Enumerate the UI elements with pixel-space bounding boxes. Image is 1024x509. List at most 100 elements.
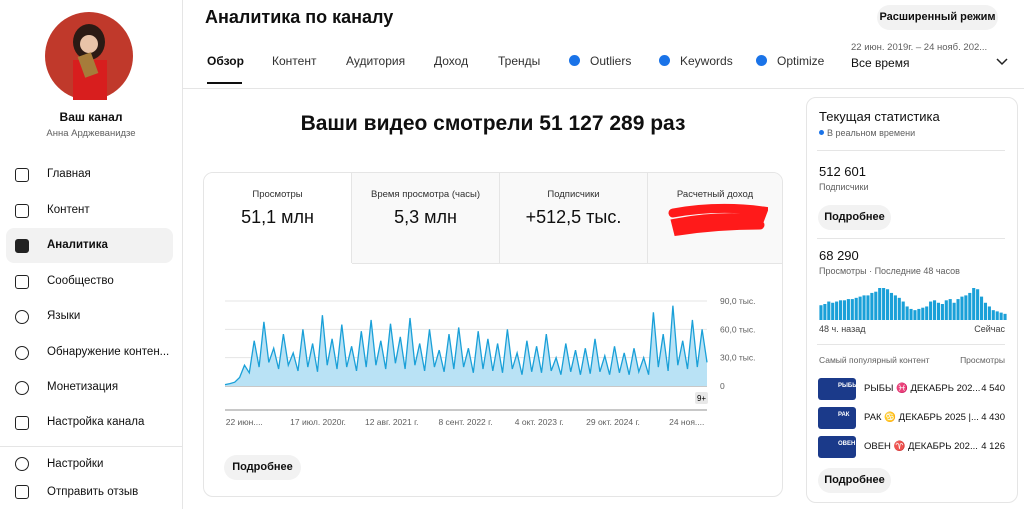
subscribers-label: Подписчики — [819, 182, 869, 192]
bar — [831, 302, 835, 320]
bar — [987, 306, 991, 320]
redaction — [668, 203, 768, 237]
metric-card[interactable]: Время просмотра (часы) 5,3 млн — [352, 173, 500, 264]
advanced-button[interactable]: Расширенный режим — [877, 5, 998, 30]
live-dot — [819, 130, 824, 135]
video-views: 4 126 — [981, 441, 1005, 452]
thumb-label: ОВЕН — [838, 441, 856, 447]
nav-item[interactable]: Сообщество — [47, 275, 114, 287]
bar — [854, 297, 858, 320]
realtime-card: Текущая статистика В реальном времени 51… — [806, 97, 1018, 503]
bar — [835, 301, 839, 320]
metric-label: Время просмотра (часы) — [371, 189, 480, 200]
bar — [862, 295, 866, 320]
nav-icon — [15, 204, 29, 218]
metric-card[interactable]: Просмотры 51,1 млн — [204, 173, 352, 263]
video-title[interactable]: РЫБЫ ♓ ДЕКАБРЬ 202... — [864, 383, 981, 394]
live-label: В реальном времени — [827, 128, 916, 138]
bar — [827, 301, 831, 320]
bar — [893, 295, 897, 320]
nav-item[interactable]: Настройки — [47, 458, 104, 470]
nav-item[interactable]: Монетизация — [47, 381, 119, 393]
nav-item[interactable]: Обнаружение контен... — [47, 346, 170, 358]
tab-icon — [569, 55, 580, 66]
nav-item[interactable]: Контент — [47, 204, 90, 216]
video-title[interactable]: РАК ♋ ДЕКАБРЬ 2025 |... — [864, 412, 979, 423]
tab[interactable]: Обзор — [207, 54, 244, 68]
bars-end: Сейчас — [974, 324, 1005, 334]
bar — [823, 304, 827, 320]
headline: Ваши видео смотрели 51 127 289 раз — [300, 112, 686, 135]
tab[interactable]: Контент — [272, 54, 317, 68]
settings-icon — [15, 457, 29, 471]
metric-value: 5,3 млн — [394, 207, 457, 227]
bar — [956, 299, 960, 320]
header-divider — [183, 88, 1024, 89]
bar — [932, 300, 937, 320]
bar — [921, 307, 925, 320]
nav-icon — [15, 310, 29, 324]
bar — [944, 300, 948, 320]
nav-icon — [15, 239, 29, 253]
thumbnail[interactable]: ОВЕН — [818, 436, 856, 458]
subscribers-value: 512 601 — [819, 164, 866, 179]
metric-value: 51,1 млн — [241, 207, 314, 227]
y-tick-label: 60,0 тыс. — [720, 324, 756, 334]
nav-icon — [15, 346, 29, 360]
nav-icon — [15, 168, 29, 182]
more-button[interactable]: Подробнее — [818, 468, 891, 493]
nav-item[interactable]: Главная — [47, 168, 91, 180]
bar — [995, 311, 999, 320]
nav-icon — [15, 275, 29, 289]
more-button[interactable]: Подробнее — [224, 455, 301, 480]
tab[interactable]: Аудитория — [346, 54, 406, 68]
avatar — [45, 12, 133, 100]
tab[interactable]: Optimize — [777, 54, 825, 68]
bar — [905, 306, 909, 320]
bar — [940, 304, 944, 320]
bar — [913, 310, 917, 320]
x-tick-label: 8 сент. 2022 г. — [438, 417, 492, 427]
nav-item[interactable]: Аналитика — [47, 239, 108, 251]
tab[interactable]: Доход — [434, 54, 469, 68]
bar — [968, 292, 972, 320]
bar — [878, 288, 882, 320]
dropdown-arrow[interactable] — [996, 58, 1008, 66]
nav-item[interactable]: Отправить отзыв — [47, 486, 139, 498]
bars-start: 48 ч. назад — [819, 324, 866, 334]
x-tick-label: 4 окт. 2023 г. — [515, 417, 564, 427]
top-header: Самый популярный контент — [819, 355, 930, 365]
bar — [948, 299, 952, 320]
period[interactable]: Все время — [851, 56, 910, 70]
tab-icon — [756, 55, 767, 66]
bar — [866, 295, 870, 320]
nav-icon — [15, 381, 29, 395]
divider — [817, 238, 1005, 239]
nav-item[interactable]: Языки — [47, 310, 81, 322]
y-tick-label: 0 — [720, 381, 725, 391]
thumbnail[interactable]: РАК — [818, 407, 856, 429]
tab[interactable]: Outliers — [590, 54, 632, 68]
bar — [999, 312, 1003, 320]
more-button[interactable]: Подробнее — [818, 205, 891, 230]
page-title: Аналитика по каналу — [205, 7, 394, 27]
tab[interactable]: Keywords — [680, 54, 733, 68]
divider — [817, 344, 1005, 345]
metric-card[interactable]: Подписчики +512,5 тыс. — [500, 173, 648, 264]
tab[interactable]: Тренды — [498, 54, 541, 68]
overview-card: 0 30,0 тыс. 60,0 тыс. 90,0 тыс. 9+ 22 июн....… — [203, 172, 783, 497]
bar — [882, 288, 886, 320]
bar — [850, 299, 854, 320]
video-title[interactable]: ОВЕН ♈ ДЕКАБРЬ 202... — [864, 441, 978, 452]
y-tick-label: 90,0 тыс. — [720, 296, 756, 306]
metric-label: Подписчики — [547, 189, 600, 200]
nav-item[interactable]: Настройка канала — [47, 416, 145, 428]
realtime-bars — [819, 288, 1007, 320]
feedback-icon — [15, 485, 29, 499]
thumbnail[interactable]: РЫБЫ — [818, 378, 856, 400]
bar — [819, 305, 823, 320]
bar — [846, 299, 850, 320]
bar — [929, 301, 933, 320]
bar — [925, 306, 929, 320]
